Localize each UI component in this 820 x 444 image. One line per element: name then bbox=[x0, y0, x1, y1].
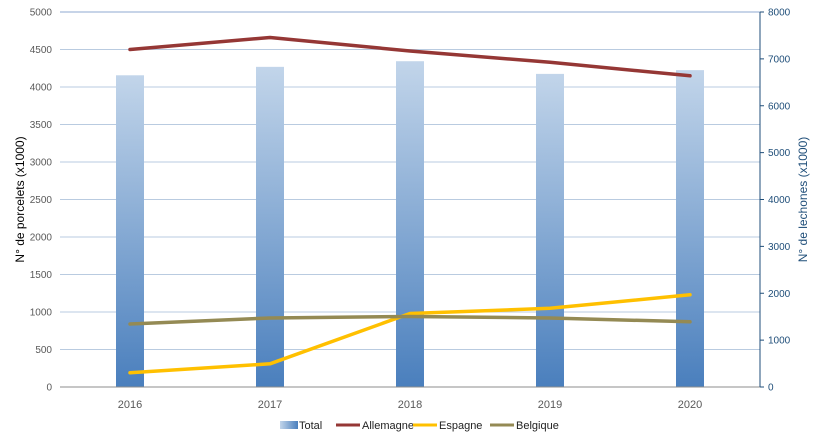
y-left-tick-label: 2500 bbox=[30, 195, 53, 206]
bar-total-2019 bbox=[536, 73, 564, 387]
line-belgique bbox=[128, 314, 692, 326]
line-series-group bbox=[128, 35, 692, 375]
legend: Total Allemagne Espagne Belgique bbox=[280, 420, 559, 432]
bar-series-total bbox=[116, 61, 704, 387]
y-left-tick-label: 0 bbox=[46, 383, 52, 394]
y-right-tick-label: 6000 bbox=[768, 101, 791, 112]
line-espagne bbox=[128, 293, 692, 375]
legend-label-allemagne: Allemagne bbox=[362, 420, 414, 432]
y-left-tick-label: 3500 bbox=[30, 120, 53, 131]
y-left-tick-label: 5000 bbox=[30, 8, 53, 19]
x-tick-label: 2016 bbox=[118, 399, 142, 411]
legend-swatch-total bbox=[280, 421, 298, 429]
legend-label-total: Total bbox=[299, 420, 322, 432]
bar-total-2017 bbox=[256, 66, 284, 387]
axes: 0 500 1000 1500 2000 2500 3000 3500 4000 4500 5000… bbox=[30, 8, 791, 412]
x-tick-label: 2018 bbox=[398, 399, 422, 411]
y-right-tick-label: 0 bbox=[768, 383, 774, 394]
y-right-tick-label: 1000 bbox=[768, 336, 791, 347]
y-left-tick-label: 1500 bbox=[30, 270, 53, 281]
legend-label-belgique: Belgique bbox=[516, 420, 559, 432]
x-tick-label: 2017 bbox=[258, 399, 282, 411]
y-right-tick-label: 3000 bbox=[768, 242, 791, 253]
y-left-tick-label: 4000 bbox=[30, 83, 53, 94]
y-left-tick-label: 1000 bbox=[30, 308, 53, 319]
legend-label-espagne: Espagne bbox=[439, 420, 482, 432]
x-tick-label: 2019 bbox=[538, 399, 562, 411]
bar-total-2020 bbox=[676, 70, 704, 387]
y-right-tick-label: 2000 bbox=[768, 289, 791, 300]
y-right-tick-label: 4000 bbox=[768, 195, 791, 206]
y-right-tick-label: 5000 bbox=[768, 148, 791, 159]
bar-total-2018 bbox=[396, 61, 424, 387]
y-axis-right-title: N° de lechones (x1000) bbox=[796, 137, 810, 263]
x-tick-label: 2020 bbox=[678, 399, 702, 411]
y-right-tick-label: 7000 bbox=[768, 54, 791, 65]
y-left-tick-label: 500 bbox=[35, 345, 52, 356]
y-left-tick-label: 3000 bbox=[30, 158, 53, 169]
y-right-tick-label: 8000 bbox=[768, 8, 791, 19]
bar-total-2016 bbox=[116, 75, 144, 387]
y-left-tick-label: 4500 bbox=[30, 45, 53, 56]
y-axis-left-title: N° de porcelets (x1000) bbox=[13, 136, 27, 262]
y-left-tick-label: 2000 bbox=[30, 233, 53, 244]
line-allemagne bbox=[128, 35, 692, 78]
